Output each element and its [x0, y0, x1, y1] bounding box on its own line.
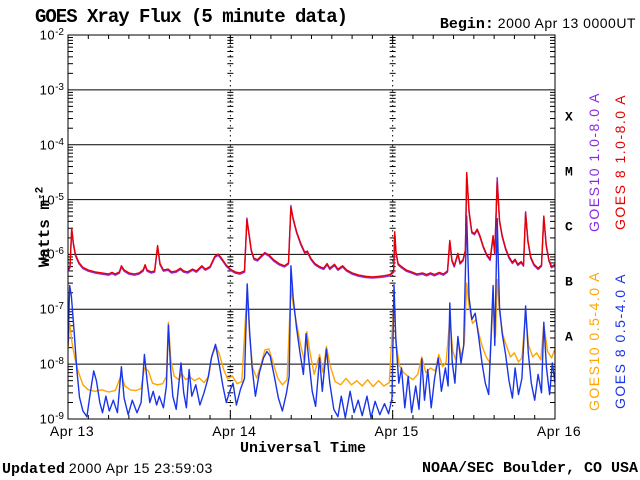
x-tick-label: Apr 14 — [212, 423, 257, 439]
legend-goes10_short: GOES10 0.5-4.0 A — [586, 271, 602, 411]
series-goes8_long — [68, 171, 555, 278]
y-tick-label: 10-7 — [39, 301, 64, 317]
updated-label: Updated — [2, 461, 66, 478]
flare-class-x: X — [565, 109, 573, 125]
y-tick-label: 10-6 — [39, 246, 64, 262]
credit-text: NOAA/SEC Boulder, CO USA — [421, 460, 638, 477]
x-tick-label: Apr 16 — [536, 423, 582, 439]
y-tick-label: 10-5 — [39, 191, 64, 208]
series-goes10_long — [68, 173, 555, 279]
y-tick-label: 10-4 — [39, 136, 64, 153]
updated-value: 2000 Apr 15 23:59:03 — [68, 460, 213, 476]
flare-class-a: A — [565, 329, 573, 345]
begin-label: Begin: — [439, 16, 494, 33]
begin-value: 2000 Apr 13 0000UT — [497, 15, 636, 31]
x-axis-title: Universal Time — [239, 440, 367, 457]
legend-goes10_long: GOES10 1.0-8.0 A — [586, 92, 602, 232]
updated-timestamp: Updated 2000 Apr 15 23:59:03 — [2, 460, 213, 478]
y-tick-label: 10-8 — [39, 356, 64, 372]
x-tick-label: Apr 13 — [49, 423, 95, 439]
series-goes8_short — [68, 215, 555, 419]
chart-title: GOES Xray Flux (5 minute data) — [35, 6, 348, 28]
legend-goes8_long: GOES 8 1.0-8.0 A — [612, 93, 628, 231]
flare-class-m: M — [565, 164, 573, 180]
y-tick-label: 10-9 — [39, 411, 64, 427]
x-tick-label: Apr 15 — [374, 423, 419, 439]
plot-frame — [67, 34, 556, 420]
y-tick-label: 10-2 — [39, 27, 64, 43]
flare-class-b: B — [565, 274, 573, 290]
begin-timestamp: Begin: 2000 Apr 13 0000UT — [440, 15, 636, 33]
flare-class-c: C — [565, 219, 573, 235]
y-tick-label: 10-3 — [39, 82, 64, 98]
series-goes10_short — [68, 278, 555, 393]
legend-goes8_short: GOES 8 0.5-4.0 A — [612, 272, 628, 410]
